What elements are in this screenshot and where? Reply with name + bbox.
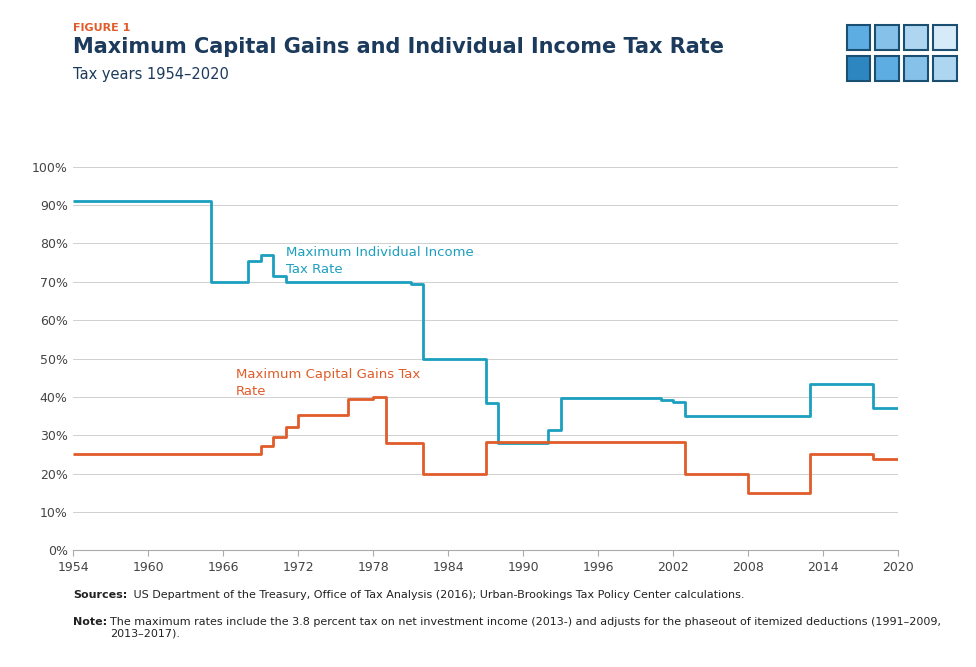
Text: The maximum rates include the 3.8 percent tax on net investment income (2013-) a: The maximum rates include the 3.8 percen… [110,617,941,638]
Text: US Department of the Treasury, Office of Tax Analysis (2016); Urban-Brookings Ta: US Department of the Treasury, Office of… [130,590,745,600]
Bar [933,25,956,51]
Text: Sources:: Sources: [73,590,128,600]
Bar [875,25,899,51]
Text: Maximum Capital Gains and Individual Income Tax Rate: Maximum Capital Gains and Individual Inc… [73,37,724,57]
Bar [933,56,956,81]
Text: Maximum Capital Gains Tax
Rate: Maximum Capital Gains Tax Rate [235,368,420,398]
Bar [846,56,871,81]
Text: FIGURE 1: FIGURE 1 [73,23,131,33]
Bar [875,56,899,81]
Bar [846,25,871,51]
Bar [904,56,928,81]
Text: Tax years 1954–2020: Tax years 1954–2020 [73,67,229,81]
Text: TPC: TPC [875,95,928,119]
Text: Note:: Note: [73,617,107,627]
Text: Maximum Individual Income
Tax Rate: Maximum Individual Income Tax Rate [286,245,473,275]
Bar [904,25,928,51]
